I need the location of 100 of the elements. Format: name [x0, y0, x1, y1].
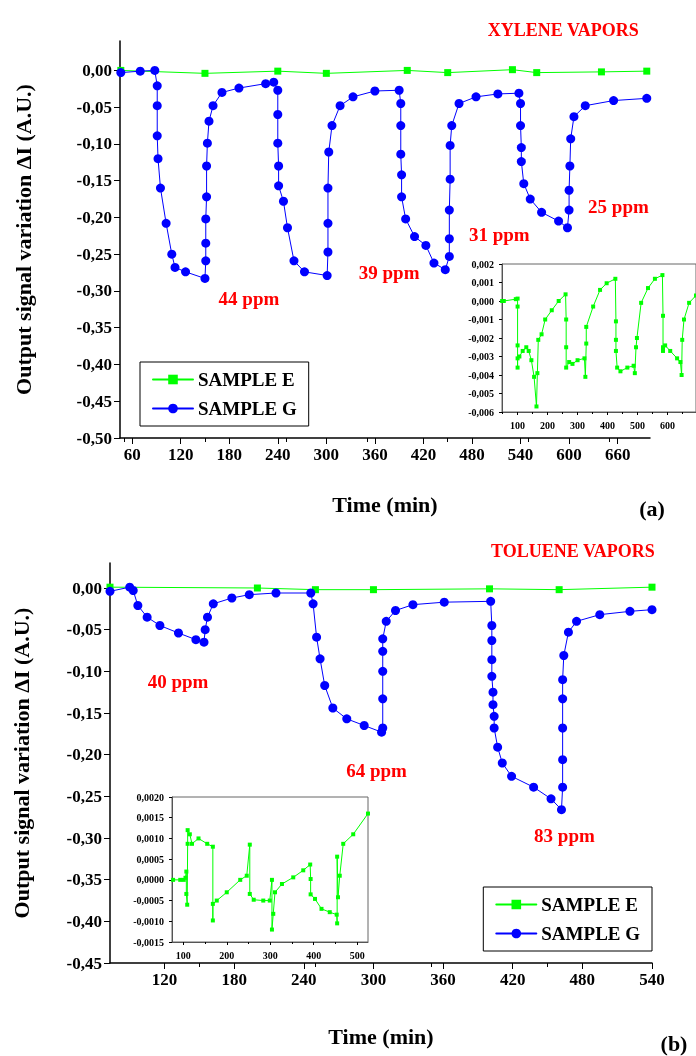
point [335, 854, 340, 859]
point [558, 675, 568, 685]
point [489, 723, 499, 733]
y-tick-label: 0,0005 [136, 853, 164, 865]
x-tick-label: 300 [313, 445, 340, 464]
point [291, 875, 296, 880]
point [279, 882, 284, 886]
legend-label: SAMPLE G [198, 398, 297, 419]
point [563, 627, 573, 637]
y-tick-label: -0,40 [76, 354, 112, 374]
point [488, 700, 498, 710]
point [359, 721, 369, 730]
y-tick-label: -0,005 [468, 388, 494, 399]
x-tick-label: 240 [265, 445, 291, 464]
y-tick-label: -0,30 [76, 281, 112, 301]
point [306, 588, 316, 598]
point [558, 755, 568, 765]
x-tick-label: 420 [410, 445, 437, 464]
y-tick-label: -0,15 [76, 171, 112, 191]
point [342, 714, 352, 724]
point [647, 605, 657, 615]
x-tick-label: 400 [600, 419, 616, 431]
point [319, 906, 324, 911]
y-tick-label: -0,05 [66, 620, 102, 640]
point [203, 612, 212, 622]
point [529, 782, 539, 792]
point [555, 586, 563, 594]
x-tick-label: 100 [175, 949, 191, 961]
text: (b) [660, 1030, 688, 1056]
x-tick-label: 120 [167, 445, 194, 464]
point [227, 593, 237, 603]
point [271, 588, 281, 598]
y-tick-label: -0,25 [76, 244, 112, 264]
point [208, 599, 218, 609]
point [378, 694, 388, 704]
point [191, 635, 201, 645]
y-tick-label: -0,45 [76, 391, 112, 411]
x-tick-label: 660 [604, 445, 631, 464]
point [648, 583, 656, 591]
point [625, 606, 635, 616]
y-tick-label: -0,10 [76, 134, 112, 154]
point [133, 601, 143, 610]
point [334, 912, 339, 917]
point [486, 585, 494, 593]
y-tick-label: -0,15 [66, 703, 102, 723]
point [185, 841, 190, 846]
x-tick-label: 400 [306, 949, 322, 961]
y-tick-label: -0,002 [468, 332, 494, 344]
point [155, 621, 165, 630]
x-tick-label: 540 [507, 445, 534, 464]
x-tick-label: 500 [349, 949, 365, 961]
point [185, 828, 190, 833]
point [128, 586, 138, 595]
point [196, 836, 201, 841]
point [366, 811, 370, 816]
y-tick-label: -0,35 [76, 318, 112, 338]
x-tick-label: 100 [510, 419, 526, 431]
y-tick-label: 0,000 [471, 295, 494, 307]
y-tick-label: -0,45 [66, 953, 102, 973]
y-tick-label: -0,30 [66, 828, 102, 848]
point [487, 655, 497, 665]
annotation: 31 ppm [468, 224, 530, 246]
annotation: 39 ppm [358, 262, 420, 284]
x-tick-label: 300 [262, 949, 278, 961]
point [556, 805, 566, 815]
point [595, 610, 605, 620]
point [337, 873, 342, 878]
y-tick-label: -0,0010 [133, 915, 164, 927]
point [199, 637, 209, 647]
legend-label: SAMPLE E [541, 894, 638, 915]
y-axis-title: Output signal variation ΔI (A.U.) [10, 84, 36, 395]
point [381, 616, 391, 626]
point [369, 586, 377, 594]
point [301, 868, 306, 873]
y-tick-label: 0,002 [471, 258, 494, 270]
point [210, 901, 215, 906]
y-tick-label: -0,0015 [133, 936, 164, 948]
point [312, 896, 317, 901]
point [210, 918, 215, 923]
legend-label: SAMPLE G [541, 923, 641, 944]
point [327, 910, 332, 915]
point [558, 782, 568, 792]
point [244, 590, 254, 600]
point [105, 586, 115, 596]
y-tick-label: -0,10 [66, 661, 102, 681]
chart-title: XYLENE VAPORS [487, 20, 639, 40]
point [486, 596, 496, 606]
point [185, 902, 190, 907]
point [210, 844, 215, 849]
point [493, 742, 503, 752]
x-tick-label: 600 [660, 419, 676, 431]
point [320, 681, 330, 690]
point [489, 711, 499, 721]
point [308, 862, 313, 867]
annotation: 25 ppm [588, 196, 649, 218]
x-tick-label: 200 [219, 949, 235, 961]
y-tick-label: -0,0005 [133, 895, 164, 907]
point [546, 794, 556, 804]
point [308, 892, 313, 897]
y-tick-label: -0,35 [66, 870, 102, 890]
